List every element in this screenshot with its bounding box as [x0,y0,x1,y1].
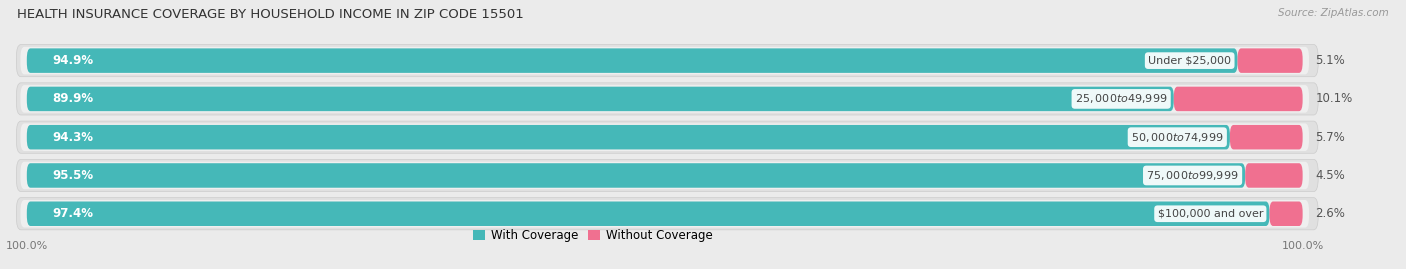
Text: 10.1%: 10.1% [1316,93,1353,105]
FancyBboxPatch shape [21,123,1309,151]
FancyBboxPatch shape [1270,201,1302,226]
Text: 5.1%: 5.1% [1316,54,1346,67]
Text: $100,000 and over: $100,000 and over [1157,209,1263,219]
Text: 94.3%: 94.3% [52,131,93,144]
FancyBboxPatch shape [27,125,1230,150]
Legend: With Coverage, Without Coverage: With Coverage, Without Coverage [468,224,717,247]
FancyBboxPatch shape [27,201,1270,226]
Text: 97.4%: 97.4% [52,207,93,220]
Text: $25,000 to $49,999: $25,000 to $49,999 [1076,93,1167,105]
Text: 94.9%: 94.9% [52,54,93,67]
Text: 89.9%: 89.9% [52,93,93,105]
FancyBboxPatch shape [21,162,1309,189]
Text: 5.7%: 5.7% [1316,131,1346,144]
FancyBboxPatch shape [21,47,1309,75]
FancyBboxPatch shape [17,160,1319,192]
FancyBboxPatch shape [1246,163,1302,188]
Text: 2.6%: 2.6% [1316,207,1346,220]
FancyBboxPatch shape [27,87,1174,111]
FancyBboxPatch shape [1237,48,1302,73]
FancyBboxPatch shape [27,163,1246,188]
FancyBboxPatch shape [1174,87,1302,111]
FancyBboxPatch shape [17,45,1319,77]
FancyBboxPatch shape [1230,125,1302,150]
Text: Under $25,000: Under $25,000 [1149,56,1232,66]
Text: $50,000 to $74,999: $50,000 to $74,999 [1130,131,1223,144]
Text: 4.5%: 4.5% [1316,169,1346,182]
FancyBboxPatch shape [17,121,1319,153]
FancyBboxPatch shape [27,48,1237,73]
FancyBboxPatch shape [21,200,1309,228]
Text: $75,000 to $99,999: $75,000 to $99,999 [1146,169,1239,182]
Text: Source: ZipAtlas.com: Source: ZipAtlas.com [1278,8,1389,18]
FancyBboxPatch shape [17,198,1319,230]
FancyBboxPatch shape [21,85,1309,113]
Text: 95.5%: 95.5% [52,169,93,182]
Text: HEALTH INSURANCE COVERAGE BY HOUSEHOLD INCOME IN ZIP CODE 15501: HEALTH INSURANCE COVERAGE BY HOUSEHOLD I… [17,8,523,21]
FancyBboxPatch shape [17,83,1319,115]
